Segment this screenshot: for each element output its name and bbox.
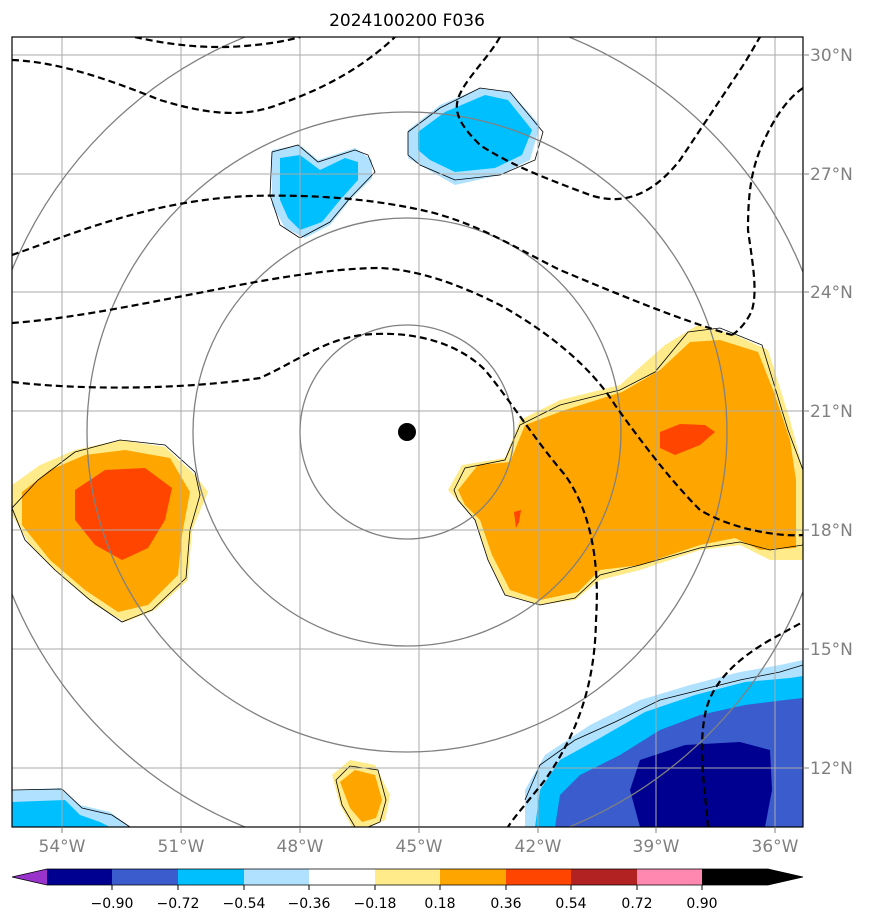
colorbar-tick-label: 0.54: [555, 896, 586, 912]
lon-label-51w: 51°W: [158, 837, 205, 857]
positive-anomaly-west: [12, 439, 208, 623]
contour-5: [12, 332, 598, 827]
colorbar-extend-high: [702, 869, 803, 885]
gridlines: [12, 37, 803, 827]
storm-center-marker: [398, 423, 416, 441]
negative-anomaly-southeast: [524, 660, 803, 827]
lat-label-27n: 27°N: [810, 165, 853, 185]
colorbar-swatch-4: [244, 869, 309, 885]
colorbar-tick-label: −0.90: [91, 896, 134, 912]
positive-anomaly-east: [448, 325, 803, 606]
colorbar-swatch-1: [47, 869, 112, 885]
colorbar-tick-label: −0.36: [288, 896, 331, 912]
contour-6: [455, 37, 761, 201]
range-rings: [12, 37, 803, 827]
lat-label-12n: 12°N: [810, 759, 853, 779]
range-ring-2: [192, 217, 622, 647]
lon-label-36w: 36°W: [752, 837, 799, 857]
colorbar-tick-label: 0.90: [686, 896, 717, 912]
colorbar: −0.90 −0.72 −0.54 −0.36 −0.18 0.18 0.36 …: [11, 868, 804, 912]
colorbar-tick-label: 0.18: [424, 896, 455, 912]
lat-label-18n: 18°N: [810, 521, 853, 541]
colorbar-tick-label: −0.18: [354, 896, 397, 912]
lat-label-15n: 15°N: [810, 640, 853, 660]
colorbar-swatch-8: [506, 869, 571, 885]
colorbar-swatch-5: [309, 869, 375, 885]
lat-label-30n: 30°N: [810, 46, 853, 66]
lon-labels: 54°W 51°W 48°W 45°W 42°W 39°W 36°W: [39, 827, 799, 857]
colorbar-swatch-2: [112, 869, 178, 885]
colorbar-swatch-9: [571, 869, 637, 885]
lat-label-24n: 24°N: [810, 283, 853, 303]
lat-label-21n: 21°N: [810, 402, 853, 422]
lon-label-45w: 45°W: [396, 837, 443, 857]
colorbar-tick-label: 0.72: [621, 896, 652, 912]
colorbar-tick-label: 0.36: [490, 896, 521, 912]
map-title: 2024100200 F036: [329, 11, 485, 31]
map-frame: [11, 36, 804, 828]
positive-anomaly-south: [332, 760, 390, 827]
lon-label-39w: 39°W: [633, 837, 680, 857]
contour-4: [12, 266, 803, 537]
contour-3: [12, 194, 733, 337]
lon-label-42w: 42°W: [515, 837, 562, 857]
dashed-contours: [12, 37, 803, 827]
contour-7: [731, 87, 803, 336]
range-ring-3: [86, 111, 728, 753]
colorbar-swatch-10: [637, 869, 702, 885]
contour-2: [12, 37, 396, 115]
lon-label-54w: 54°W: [39, 837, 86, 857]
colorbar-tick-label: −0.54: [223, 896, 266, 912]
lon-label-48w: 48°W: [277, 837, 324, 857]
map-panel: [12, 37, 803, 827]
colorbar-swatch-3: [178, 869, 244, 885]
colorbar-swatch-7: [440, 869, 506, 885]
contour-8: [700, 621, 803, 827]
negative-anomaly-southwest: [12, 788, 131, 827]
range-ring-1: [299, 324, 515, 540]
colorbar-extend-low: [12, 869, 47, 885]
contour-1: [134, 37, 301, 49]
colorbar-outline: [11, 868, 804, 886]
lat-labels: 30°N 27°N 24°N 21°N 18°N 15°N 12°N: [803, 46, 853, 779]
colorbar-swatch-6: [375, 869, 440, 885]
colorbar-tick-label: −0.72: [157, 896, 200, 912]
